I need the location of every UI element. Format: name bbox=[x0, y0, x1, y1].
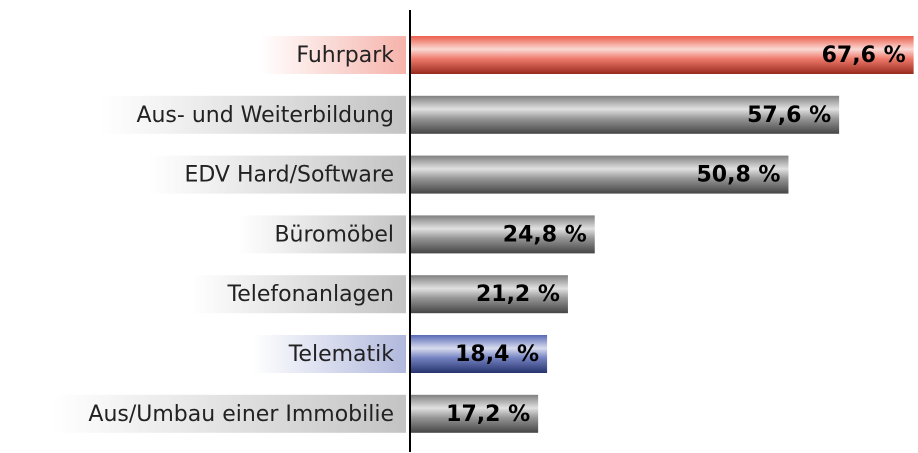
label-background bbox=[52, 394, 406, 433]
value-label: 17,2 % bbox=[446, 402, 530, 427]
category-label: Telefonanlagen bbox=[227, 282, 395, 307]
bar bbox=[410, 394, 539, 433]
value-label: 57,6 % bbox=[747, 103, 831, 128]
value-label: 67,6 % bbox=[822, 43, 906, 68]
bar bbox=[410, 155, 789, 194]
value-label: 21,2 % bbox=[476, 282, 560, 307]
category-label: Büromöbel bbox=[274, 222, 394, 247]
label-background bbox=[191, 275, 406, 314]
category-label: Telematik bbox=[288, 342, 395, 367]
category-label: Aus/Umbau einer Immobilie bbox=[88, 402, 394, 427]
bar bbox=[410, 215, 595, 254]
bar bbox=[410, 275, 568, 314]
value-label: 50,8 % bbox=[696, 163, 780, 188]
category-label: Fuhrpark bbox=[296, 43, 394, 68]
label-background bbox=[100, 95, 406, 134]
bar bbox=[410, 95, 840, 134]
value-label: 24,8 % bbox=[503, 222, 587, 247]
bar bbox=[410, 335, 548, 373]
label-background bbox=[148, 155, 406, 194]
value-label: 18,4 % bbox=[455, 342, 539, 367]
category-label: Aus- und Weiterbildung bbox=[136, 103, 394, 128]
label-background bbox=[252, 335, 406, 373]
label-background bbox=[260, 36, 406, 74]
label-background bbox=[238, 215, 406, 254]
bar bbox=[410, 36, 914, 74]
category-label: EDV Hard/Software bbox=[184, 163, 394, 188]
